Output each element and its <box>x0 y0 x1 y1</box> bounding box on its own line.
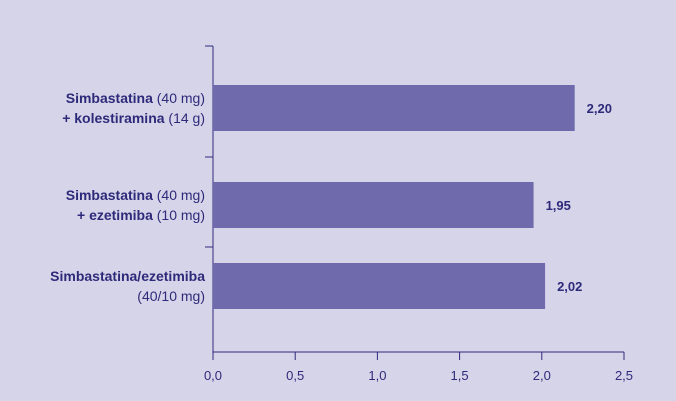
category-label: Simbastatina (40 mg) + kolestiramina (14 … <box>62 90 205 126</box>
x-tick-label: 1,0 <box>368 368 386 383</box>
x-tick-label: 1,5 <box>451 368 469 383</box>
bar-value-label: 2,02 <box>557 279 582 294</box>
x-tick-label: 0,0 <box>204 368 222 383</box>
category-label: Simbastatina/ezetimiba (40/10 mg) <box>50 268 205 304</box>
x-tick-label: 2,5 <box>615 368 633 383</box>
bar-value-label: 1,95 <box>546 198 571 213</box>
bar <box>213 182 534 228</box>
x-tick-label: 2,0 <box>533 368 551 383</box>
category-label: Simbastatina (40 mg) + ezetimiba (10 mg) <box>66 187 205 223</box>
x-tick-label: 0,5 <box>286 368 304 383</box>
bar <box>213 85 575 131</box>
bar-value-label: 2,20 <box>587 101 612 116</box>
bar <box>213 263 546 309</box>
